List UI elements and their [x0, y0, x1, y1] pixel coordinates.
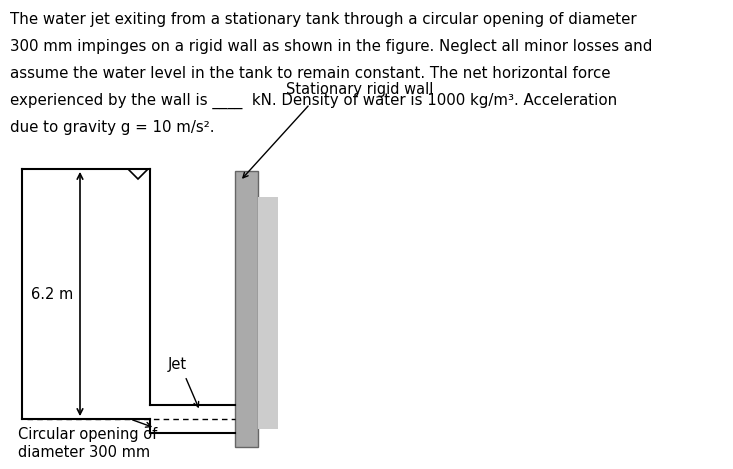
- Text: The water jet exiting from a stationary tank through a circular opening of diame: The water jet exiting from a stationary …: [10, 12, 637, 27]
- Bar: [235, 171, 258, 447]
- Text: Jet: Jet: [168, 356, 187, 371]
- Text: 6.2 m: 6.2 m: [31, 287, 73, 302]
- Text: Stationary rigid wall: Stationary rigid wall: [287, 82, 434, 97]
- Text: assume the water level in the tank to remain constant. The net horizontal force: assume the water level in the tank to re…: [10, 66, 611, 81]
- Text: Circular opening of: Circular opening of: [18, 427, 158, 442]
- Text: diameter 300 mm: diameter 300 mm: [18, 445, 150, 460]
- Text: 300 mm impinges on a rigid wall as shown in the figure. Neglect all minor losses: 300 mm impinges on a rigid wall as shown…: [10, 39, 652, 54]
- Text: due to gravity g = 10 m/s².: due to gravity g = 10 m/s².: [10, 120, 215, 135]
- Bar: [258, 197, 278, 429]
- Text: experienced by the wall is ____  kN. Density of water is 1000 kg/m³. Acceleratio: experienced by the wall is ____ kN. Dens…: [10, 93, 617, 109]
